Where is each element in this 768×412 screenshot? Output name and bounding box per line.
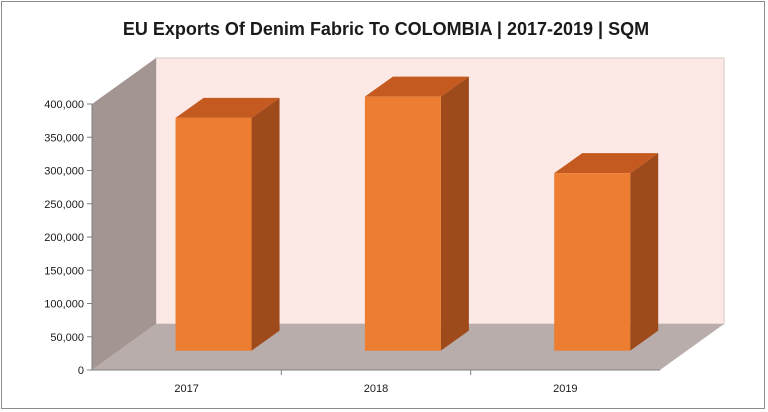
chart-title: EU Exports Of Denim Fabric To COLOMBIA |… [123,19,649,39]
side-wall [92,58,156,370]
y-tick-label: 300,000 [44,166,84,178]
x-axis: 2017 2018 2019 [92,369,660,395]
bar-side [630,153,659,351]
y-tick-label: 100,000 [44,299,84,311]
y-tick-label: 200,000 [44,232,84,244]
bars [175,76,659,351]
bar-top [364,76,469,97]
bar-top [554,153,659,174]
y-tick-label: 50,000 [50,332,84,344]
x-tick-label: 2017 [174,383,198,395]
y-axis: 0 50,000 100,000 150,000 200,000 250,000 300,0… [44,99,93,377]
bar-front [554,173,631,351]
y-tick-label: 400,000 [44,99,84,111]
y-tick-label: 250,000 [44,199,84,211]
bar-2019 [554,153,659,351]
x-tick-label: 2019 [553,383,577,395]
bar-side [440,76,469,351]
bar-2018 [364,76,469,351]
x-tick-label: 2018 [364,383,388,395]
bar-top [175,97,280,118]
bar-2017 [175,97,280,351]
bar-front [364,96,441,351]
bar-front [175,117,252,351]
y-tick-label: 0 [78,365,84,377]
y-tick-label: 150,000 [44,265,84,277]
y-tick-label: 350,000 [44,132,84,144]
bar-side [251,97,280,351]
